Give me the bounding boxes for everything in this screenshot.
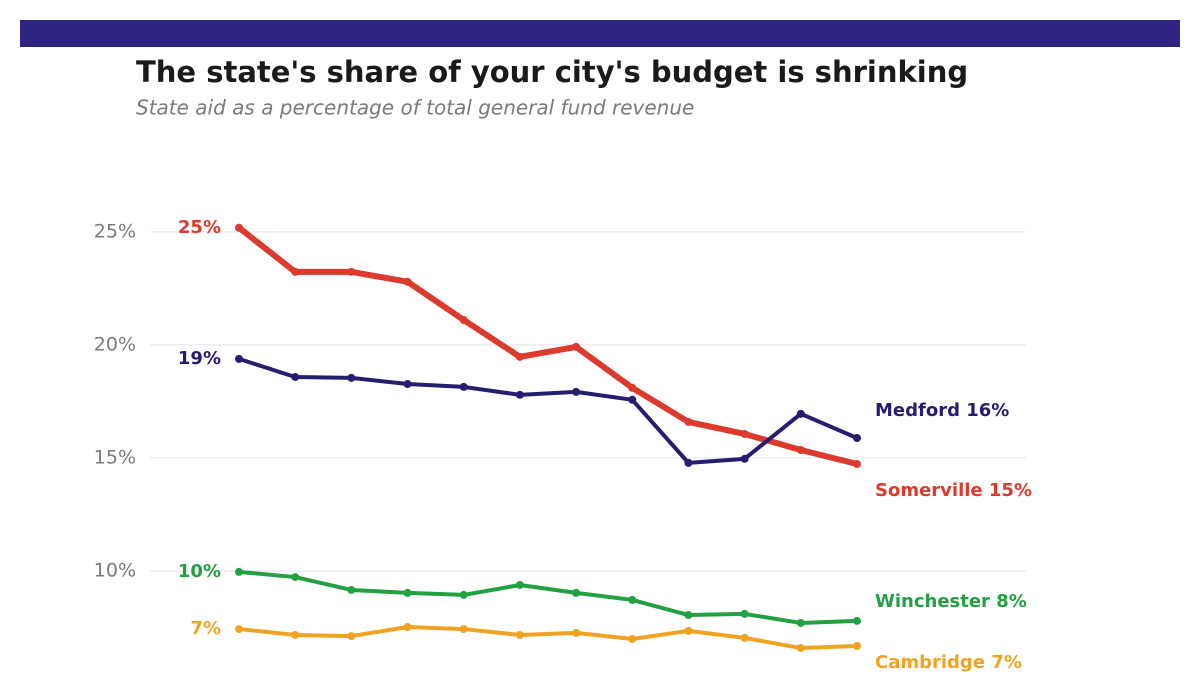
data-point [347,373,356,382]
data-point [740,454,749,463]
y-tick-label: 20% [94,333,136,355]
end-label: Winchester 8% [875,591,1027,612]
data-point [235,354,243,363]
data-point [235,625,243,634]
series-line [237,625,859,651]
legend-name: Medford [875,400,960,421]
data-point [291,267,300,276]
chart-title: The state's share of your city's budget … [136,55,968,89]
data-point [459,316,468,325]
y-tick-label: 25% [94,220,136,242]
data-point [235,567,243,576]
data-point [403,277,412,286]
series-line [237,569,859,625]
legend-name: Cambridge [875,652,985,673]
data-point [515,352,524,361]
y-tick-label: 10% [94,559,136,581]
data-point [796,409,805,418]
data-point [628,635,637,644]
data-point [515,630,524,639]
start-label: 10% [178,561,221,582]
data-point [628,395,637,404]
start-label: 7% [190,618,221,639]
data-point [628,383,637,392]
data-point [403,588,412,597]
value-label: 7% [991,652,1022,673]
data-point [515,390,524,399]
end-label: Cambridge 7% [875,652,1022,673]
data-point [347,585,356,594]
start-label: 19% [178,348,221,369]
data-point [459,625,468,634]
data-point [459,382,468,391]
value-label: 16% [966,400,1009,421]
data-point [740,429,749,438]
data-point [684,458,693,467]
legend-name: Somerville [875,480,983,501]
data-point [291,573,300,582]
data-point [515,580,524,589]
data-point [684,417,693,426]
data-point [572,342,581,351]
series-line [237,356,859,465]
end-label: Somerville 15% [875,480,1032,501]
data-point [403,623,412,632]
data-point [853,616,861,625]
data-point [459,590,468,599]
chart-subtitle: State aid as a percentage of total gener… [136,96,694,120]
data-point [572,628,581,637]
data-point [740,633,749,642]
data-point [572,387,581,396]
data-point [853,642,861,651]
data-point [740,609,749,618]
end-label: Medford 16% [875,400,1009,421]
data-point [403,379,412,388]
data-point [291,372,300,381]
value-label: 15% [989,480,1032,501]
value-label: 8% [996,591,1027,612]
data-point [853,434,861,443]
series-line [236,224,860,468]
start-label: 25% [178,217,221,238]
data-point [291,630,300,639]
data-point [628,595,637,604]
data-point [796,618,805,627]
y-tick-label: 15% [94,446,136,468]
data-point [347,632,356,641]
data-point [684,626,693,635]
header-bar [20,20,1180,47]
data-point [796,446,805,455]
data-point [853,460,861,469]
legend-name: Winchester [875,591,990,612]
data-point [347,267,356,276]
data-point [235,223,243,232]
data-point [684,611,693,620]
data-point [572,588,581,597]
data-point [796,644,805,653]
